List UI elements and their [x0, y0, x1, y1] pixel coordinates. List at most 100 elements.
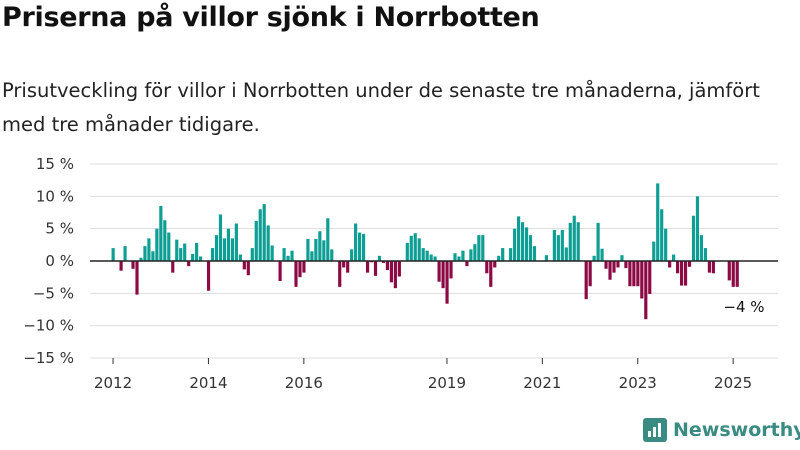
bar-positive	[159, 206, 163, 261]
bar-negative	[246, 261, 250, 276]
bar-positive	[377, 255, 382, 261]
bar-positive	[453, 253, 457, 261]
x-tick-label: 2019	[428, 374, 466, 392]
bar-negative	[485, 261, 489, 274]
bar-negative	[365, 261, 370, 273]
bar-negative	[608, 261, 612, 280]
bar-positive	[532, 246, 537, 261]
bar-positive	[306, 239, 310, 261]
bar-positive	[354, 223, 358, 261]
bar-negative	[393, 261, 397, 289]
bar-negative	[604, 261, 608, 269]
bar-positive	[457, 256, 461, 261]
bar-positive	[350, 249, 354, 261]
bar-positive	[226, 228, 231, 261]
bar-positive	[234, 223, 238, 261]
bar-positive	[318, 231, 322, 261]
bar-positive	[214, 235, 219, 261]
bar-positive	[600, 248, 604, 261]
bar-negative	[187, 261, 191, 267]
bar-positive	[497, 255, 501, 261]
bar-positive	[167, 232, 171, 261]
bar-positive	[262, 204, 266, 261]
chart-title: Priserna på villor sjönk i Norrbotten	[2, 2, 540, 33]
bar-positive	[544, 255, 549, 261]
bar-positive	[151, 251, 155, 261]
y-tick-label: −5 %	[33, 284, 74, 302]
y-tick-label: 15 %	[36, 155, 74, 173]
bar-positive	[409, 235, 413, 261]
bar-positive	[417, 238, 421, 261]
bar-negative	[171, 261, 175, 273]
bar-negative	[683, 261, 688, 286]
bar-positive	[199, 256, 203, 261]
bar-positive	[576, 222, 580, 261]
bar-positive	[195, 242, 199, 261]
bar-negative	[294, 261, 298, 287]
bar-positive	[691, 215, 696, 261]
bar-positive	[528, 235, 533, 261]
bar-positive	[183, 243, 187, 261]
bar-positive	[703, 248, 708, 261]
bar-negative	[711, 261, 715, 274]
bar-positive	[564, 247, 568, 261]
bar-positive	[620, 255, 624, 261]
bar-negative	[493, 261, 497, 268]
bar-positive	[191, 253, 195, 261]
bar-negative	[465, 261, 469, 267]
bar-positive	[155, 228, 159, 261]
bar-positive	[179, 248, 183, 261]
bar-positive	[481, 235, 485, 261]
bar-negative	[612, 261, 616, 273]
bar-negative	[624, 261, 628, 269]
bar-positive	[652, 241, 656, 261]
bar-positive	[258, 209, 262, 261]
bar-positive	[222, 238, 227, 261]
bar-positive	[501, 248, 505, 261]
bar-positive	[699, 235, 704, 261]
y-tick-label: −15 %	[23, 349, 74, 367]
bar-negative	[648, 261, 652, 294]
bar-negative	[385, 261, 390, 271]
bar-positive	[477, 235, 481, 261]
y-tick-label: 0 %	[45, 252, 74, 270]
x-tick-label: 2012	[94, 374, 132, 392]
bar-negative	[381, 261, 386, 263]
bar-positive	[695, 196, 700, 261]
brand-name: Newsworthy	[673, 419, 800, 441]
bar-positive	[473, 244, 477, 261]
bar-negative	[676, 261, 680, 274]
bar-positive	[210, 248, 215, 261]
bar-positive	[513, 228, 517, 261]
bar-positive	[254, 220, 258, 261]
bar-positive	[230, 238, 234, 261]
bar-positive	[290, 250, 294, 261]
x-tick-label: 2025	[714, 374, 752, 392]
bar-negative	[131, 261, 135, 269]
bar-negative	[278, 261, 282, 282]
bar-positive	[664, 228, 668, 261]
bar-negative	[679, 261, 684, 286]
bar-positive	[314, 239, 318, 261]
bar-positive	[330, 249, 334, 261]
bar-positive	[429, 254, 433, 261]
bar-positive	[520, 222, 525, 261]
bar-positive	[552, 229, 556, 261]
bar-negative	[441, 261, 445, 289]
bar-negative	[735, 261, 739, 287]
bar-positive	[524, 227, 529, 261]
y-tick-label: −10 %	[23, 317, 74, 335]
bar-negative	[437, 261, 441, 282]
bar-negative	[731, 261, 735, 287]
bar-negative	[445, 261, 449, 304]
x-tick-label: 2014	[189, 374, 227, 392]
bar-positive	[282, 248, 286, 261]
bar-positive	[413, 233, 417, 261]
bar-negative	[489, 261, 493, 287]
bar-positive	[326, 218, 330, 261]
bar-positive	[656, 183, 660, 261]
bar-negative	[135, 261, 139, 295]
bar-positive	[660, 209, 664, 261]
bar-negative	[397, 261, 401, 277]
